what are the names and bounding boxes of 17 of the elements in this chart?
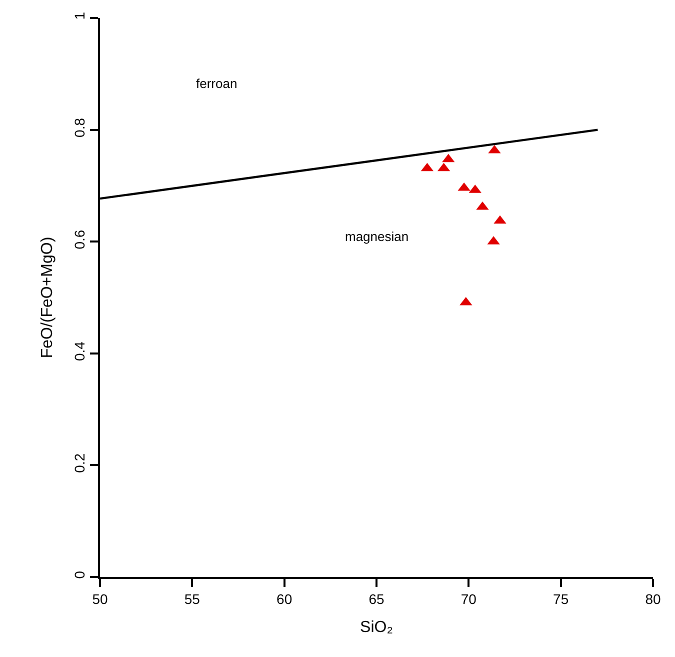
y-tick-label: 0.2 xyxy=(71,453,88,473)
x-tick-label: 80 xyxy=(645,590,661,607)
x-axis-title: SiO₂ xyxy=(360,619,393,636)
y-axis-title: FeO/(FeO+MgO) xyxy=(38,236,56,358)
x-tick-label: 50 xyxy=(92,590,108,607)
y-tick-label: 0.6 xyxy=(71,230,88,250)
x-tick-label: 55 xyxy=(184,590,200,607)
x-tick-label: 60 xyxy=(276,590,292,607)
y-tick-label: 0.4 xyxy=(71,341,88,362)
x-tick-label: 75 xyxy=(553,590,569,607)
y-tick-label: 0 xyxy=(71,570,88,579)
y-tick-label: 0.8 xyxy=(71,118,88,138)
x-tick-label: 65 xyxy=(368,590,384,607)
annotation: ferroan xyxy=(196,76,238,91)
x-tick-label: 70 xyxy=(460,590,477,607)
annotation: magnesian xyxy=(345,229,409,244)
y-tick-label: 1 xyxy=(71,12,88,20)
